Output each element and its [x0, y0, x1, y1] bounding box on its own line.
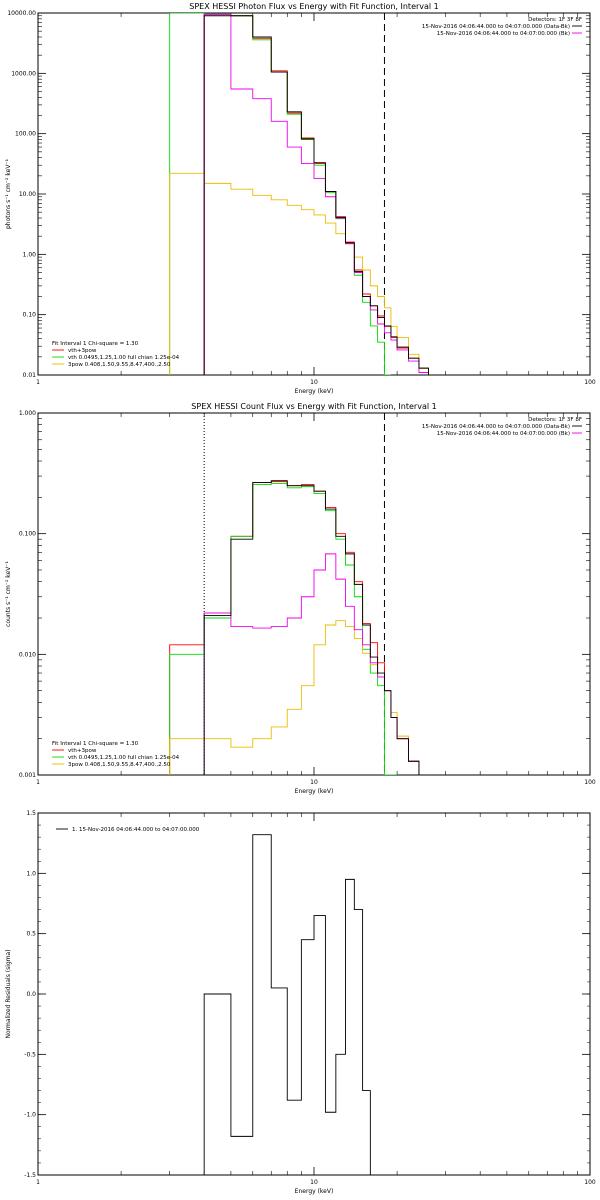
series-1-15-nov-2016-04-06-44-000-to-04-07-00-000	[203, 834, 385, 1175]
plot-frame	[37, 12, 591, 376]
legend-item: vth+3pow	[68, 348, 97, 354]
series-data-bk	[203, 15, 429, 375]
y-tick-label: 1.0	[26, 870, 36, 877]
x-tick-label: 100	[584, 779, 596, 786]
legend-item: vth 0.0495,1.25,1.00 full chian 1.25e-04	[68, 755, 180, 761]
legend-header: Fit Interval 1 Chi-square = 1.30	[52, 341, 139, 347]
photon-flux-panel: 1 10 100 0.01 0.10 1.00 10.00 100.00 1000.00 1000…	[5, 2, 596, 395]
x-tick-label: 1	[36, 1179, 40, 1186]
x-axis-label: Energy (keV)	[295, 788, 334, 795]
chart-title: SPEX HESSI Photon Flux vs Energy with Fi…	[189, 2, 439, 11]
y-tick-label: 0.5	[26, 931, 36, 938]
series-bk	[203, 13, 429, 375]
y-tick-label: 1.000	[19, 410, 36, 417]
series-data-bk	[203, 480, 429, 775]
count-flux-panel: 1 10 100 0.001 0.010 0.100 1.000 SPEX HESSI Cou…	[5, 402, 596, 795]
series-3pow	[169, 620, 429, 775]
x-tick-label: 10	[310, 379, 318, 386]
y-tick-label: 0.01	[23, 372, 37, 379]
x-tick-label: 100	[584, 379, 596, 386]
y-axis-label: Normalized Residuals (sigma)	[5, 949, 12, 1038]
y-tick-label: 1.00	[23, 251, 37, 258]
detectors-label: Detectors: 1F 3F 8F	[528, 417, 582, 423]
detectors-label: Detectors: 1F 3F 8F	[528, 17, 582, 23]
legend-item: 1. 15-Nov-2016 04:06:44.000 to 04:07:00.…	[72, 827, 200, 833]
legend-item: vth 0.0495,1.25,1.00 full chian 1.25e-04	[68, 355, 180, 361]
interval-label-bk: 15-Nov-2016 04:06:44.000 to 04:07:00.000…	[437, 31, 570, 37]
plot-frame	[37, 812, 591, 1176]
y-tick-label: 100.00	[15, 131, 36, 138]
legend-header: Fit Interval 1 Chi-square = 1.30	[52, 741, 139, 747]
y-tick-label: 10.00	[19, 191, 36, 198]
y-tick-label: 1.5	[26, 810, 36, 817]
y-tick-label: 0.10	[23, 312, 37, 319]
y-tick-label: -1.0	[24, 1112, 36, 1119]
x-tick-label: 100	[584, 1179, 596, 1186]
x-tick-label: 10	[310, 779, 318, 786]
y-tick-label: -1.5	[24, 1172, 36, 1179]
x-axis-label: Energy (keV)	[295, 1188, 334, 1195]
x-tick-label: 1	[36, 779, 40, 786]
y-tick-label: 0.0	[26, 991, 36, 998]
x-tick-label: 10	[310, 1179, 318, 1186]
y-axis-label: photons s⁻¹ cm⁻² keV⁻¹	[5, 158, 12, 229]
y-tick-label: -0.5	[24, 1051, 36, 1058]
x-axis-label: Energy (keV)	[295, 388, 334, 395]
series-vth	[169, 13, 391, 375]
legend-item: 3pow 0.408,1.50,9.55,8.47,400.,2.50	[68, 362, 171, 368]
series-3pow	[169, 172, 429, 375]
interval-label-data: 15-Nov-2016 04:06:44.000 to 04:07:00.000…	[422, 24, 570, 30]
residuals-panel: 1 10 100 -1.5 -1.0 -0.5 0.0 0.5 1.0 1.5 Energy (ke…	[5, 810, 596, 1195]
y-tick-label: 0.001	[19, 772, 36, 779]
interval-label-data: 15-Nov-2016 04:06:44.000 to 04:07:00.000…	[422, 424, 570, 430]
chart-title: SPEX HESSI Count Flux vs Energy with Fit…	[191, 402, 436, 411]
x-tick-label: 1	[36, 379, 40, 386]
series-vth-3pow	[169, 481, 429, 775]
y-tick-label: 0.100	[19, 531, 36, 538]
y-tick-label: 1000.00	[11, 70, 36, 77]
y-axis-label: counts s⁻¹ cm⁻² keV⁻¹	[5, 561, 12, 627]
legend-item: vth+3pow	[68, 748, 97, 754]
series-vth-3pow	[203, 13, 429, 375]
legend-item: 3pow 0.408,1.50,9.55,8.47,400.,2.50	[68, 762, 171, 768]
series-bk	[203, 553, 429, 775]
y-tick-label: 10000.00	[7, 10, 36, 17]
y-tick-label: 0.010	[19, 651, 36, 658]
interval-label-bk: 15-Nov-2016 04:06:44.000 to 04:07:00.000…	[437, 431, 570, 437]
